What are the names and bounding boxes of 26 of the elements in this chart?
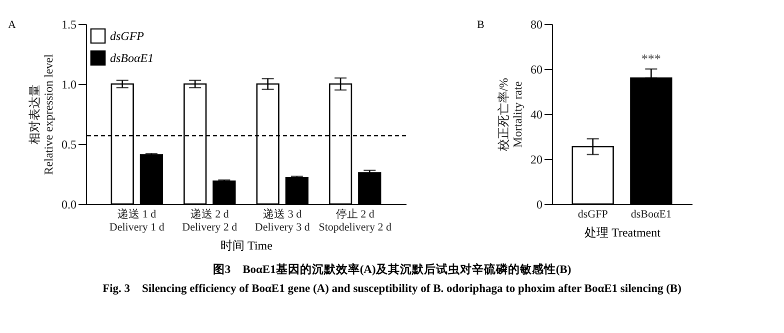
chart-title: A — [8, 19, 16, 31]
y-tick-label: 0.5 — [62, 138, 76, 152]
x-axis-title: 处理 Treatment — [584, 226, 662, 240]
y-axis-title: 相对表达量 Relative expression level — [28, 54, 56, 175]
y-axis-title: 校正死亡率/% Mortality rate — [496, 78, 524, 152]
y-tick-label: 1.0 — [62, 78, 76, 92]
y-tick-label: 20 — [530, 152, 542, 166]
legend-label: dsBoαE1 — [110, 51, 154, 65]
chart-title: B — [477, 19, 484, 31]
x-tick-label: 停止 2 d Stopdelivery 2 d — [318, 208, 392, 234]
x-tick-label: 递送 2 d Delivery 2 d — [182, 208, 238, 234]
x-axis-title: 时间 Time — [220, 238, 272, 252]
y-tick-label: 60 — [530, 62, 542, 76]
y-tick-label: 40 — [530, 108, 542, 122]
x-tick-label: 递送 3 d Delivery 3 d — [254, 208, 310, 234]
x-tick-label: 递送 1 d Delivery 1 d — [109, 208, 165, 234]
caption: 图3 BoαE1基因的沉默效率(A)及其沉默后试虫对辛硫磷的敏感性(B) — [212, 262, 572, 278]
y-tick-label: 80 — [530, 18, 542, 32]
annotation: *** — [641, 51, 661, 66]
legend-label: dsGFP — [110, 29, 145, 43]
y-tick-label: 0 — [536, 198, 542, 212]
y-tick-label: 1.5 — [62, 18, 76, 32]
x-tick-label: dsGFP — [578, 208, 608, 220]
y-tick-label: 0.0 — [62, 198, 76, 212]
caption: Fig. 3 Silencing efficiency of BoαE1 gene (A) and susceptibility of B. odoriphaga to phoxim after BoαE1 silencing (B) — [102, 282, 682, 297]
x-tick-label: dsBoαE1 — [630, 208, 672, 220]
